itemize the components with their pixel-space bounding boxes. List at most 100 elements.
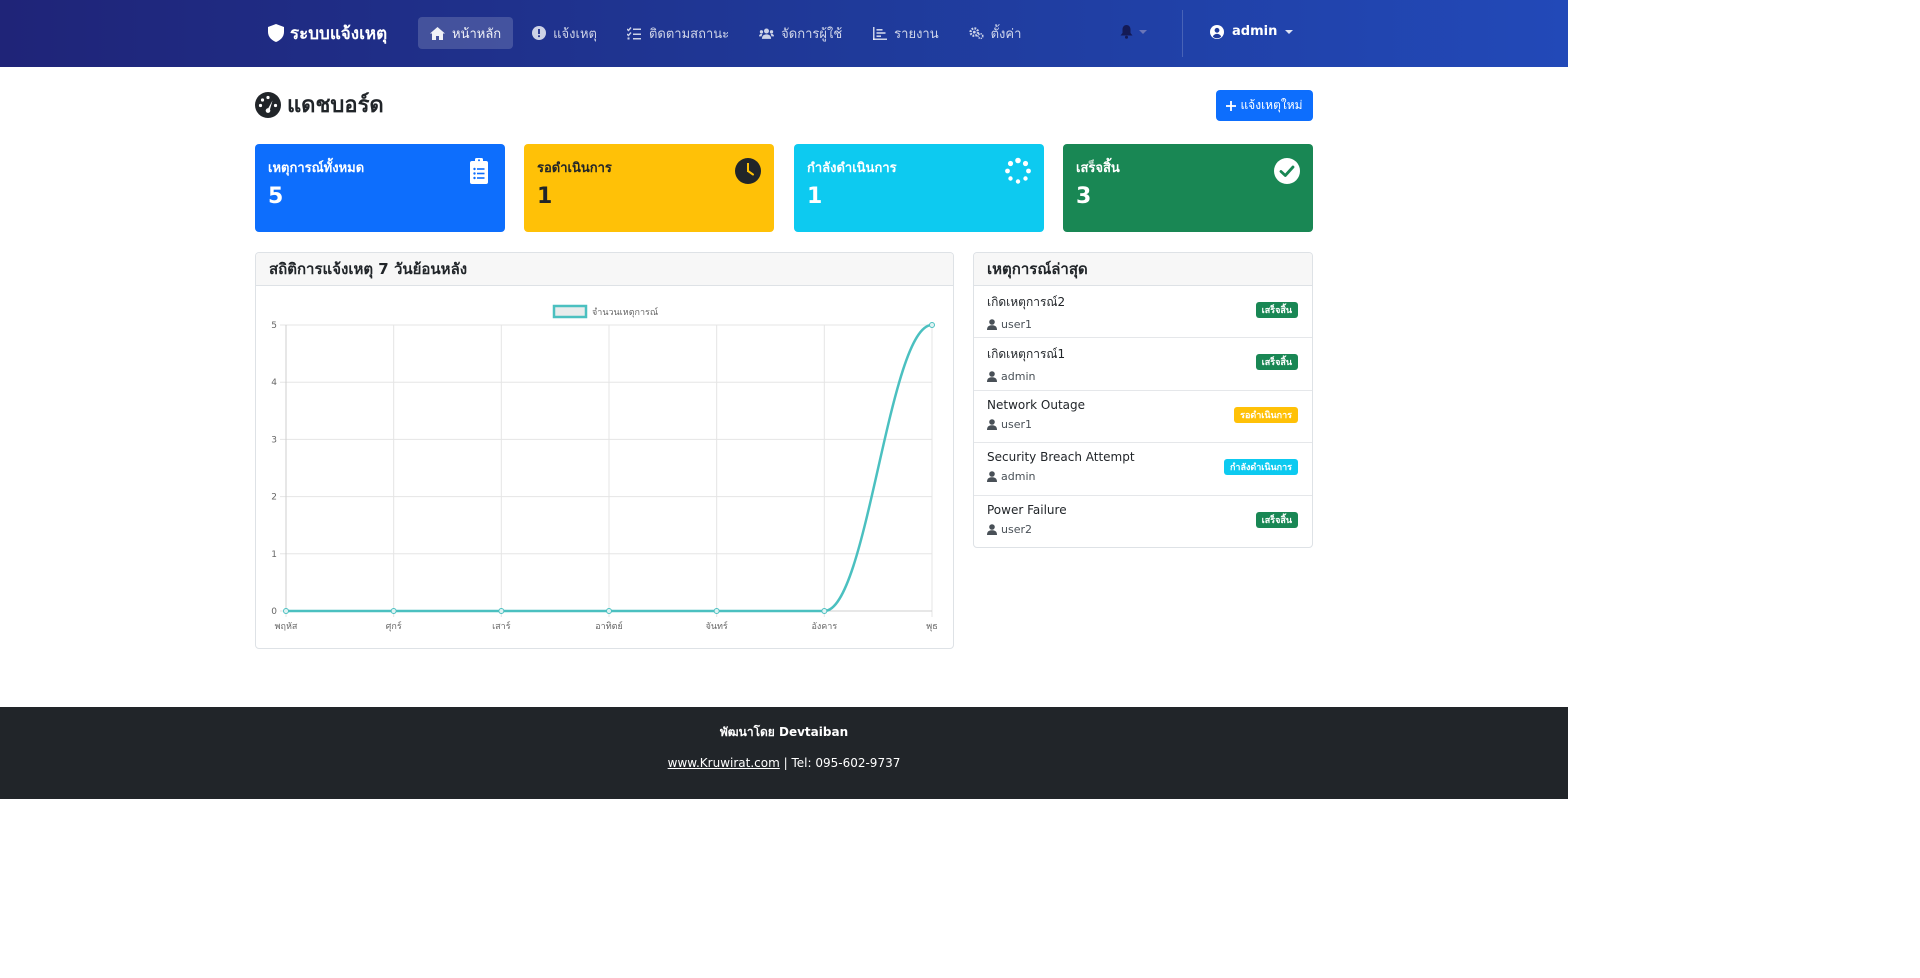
incident-title: Security Breach Attempt xyxy=(987,450,1135,465)
chart-panel-title: สถิติการแจ้งเหตุ 7 วันย้อนหลัง xyxy=(256,253,953,286)
legend-swatch xyxy=(552,304,588,319)
x-tick-label: ศุกร์ xyxy=(386,620,402,632)
x-tick-label: พฤหัส xyxy=(275,622,298,632)
incident-title: เกิดเหตุการณ์2 xyxy=(987,295,1066,309)
user-menu-dropdown[interactable]: admin xyxy=(1210,24,1294,39)
y-tick-label: 0 xyxy=(271,607,277,617)
series-line xyxy=(285,323,933,613)
y-tick-label: 3 xyxy=(271,435,277,445)
list-item[interactable]: Power Failure user2 เสร็จสิ้น xyxy=(974,496,1312,547)
user-circle-icon xyxy=(1210,24,1224,39)
incident-user: user1 xyxy=(987,418,1299,431)
nav-item-reports[interactable]: รายงาน xyxy=(860,17,950,49)
incident-user-name: user1 xyxy=(1001,417,1032,431)
list-item[interactable]: เกิดเหตุการณ์2 user1 เสร็จสิ้น xyxy=(974,286,1312,339)
incident-user: admin xyxy=(987,370,1299,383)
nav-item-label: จัดการผู้ใช้ xyxy=(781,26,843,42)
y-tick-label: 5 xyxy=(271,321,277,331)
stat-value: 5 xyxy=(268,184,284,209)
footer-tel: Tel: 095-602-9737 xyxy=(791,756,901,770)
nav-item-label: ตั้งค่า xyxy=(990,26,1022,42)
nav-item-label: แจ้งเหตุ xyxy=(553,26,597,42)
stat-label: กำลังดำเนินการ xyxy=(807,161,897,176)
status-badge: เสร็จสิ้น xyxy=(1255,354,1298,371)
y-tick-label: 2 xyxy=(271,493,277,503)
data-point xyxy=(390,608,397,614)
notifications-dropdown[interactable] xyxy=(1120,25,1147,39)
status-badge: กำลังดำเนินการ xyxy=(1223,459,1298,476)
footer-credit: พัฒนาโดย Devtaiban xyxy=(719,725,849,739)
exclamation-circle-icon xyxy=(531,26,546,41)
user-name: admin xyxy=(1232,24,1278,39)
user-icon xyxy=(987,371,997,383)
list-item[interactable]: Network Outage user1 รอดำเนินการ xyxy=(974,391,1312,444)
users-icon xyxy=(759,26,775,41)
data-point xyxy=(821,608,828,614)
x-tick-label: อังคาร xyxy=(811,622,837,632)
stat-card-pending: รอดำเนินการ 1 xyxy=(524,144,774,232)
status-badge: เสร็จสิ้น xyxy=(1255,302,1298,318)
chevron-down-icon xyxy=(1139,30,1147,34)
navbar-divider xyxy=(1182,10,1183,57)
y-tick-label: 1 xyxy=(271,550,277,560)
list-item[interactable]: เกิดเหตุการณ์1 admin เสร็จสิ้น xyxy=(974,338,1312,391)
stat-label: เสร็จสิ้น xyxy=(1076,161,1120,176)
data-point xyxy=(606,608,612,614)
nav-item-settings[interactable]: ตั้งค่า xyxy=(957,17,1034,49)
page-title: แดชบอร์ด xyxy=(255,87,384,122)
x-tick-label: จันทร์ xyxy=(706,620,728,632)
incident-user: user1 xyxy=(987,318,1299,331)
x-tick-label: เสาร์ xyxy=(492,620,511,632)
legend-label: จำนวนเหตุการณ์ xyxy=(592,306,658,318)
recent-panel-title: เหตุการณ์ล่าสุด xyxy=(974,253,1312,286)
nav-item-label: ติดตามสถานะ xyxy=(648,26,730,42)
nav-item-report[interactable]: แจ้งเหตุ xyxy=(519,17,609,49)
stat-value: 1 xyxy=(807,184,823,209)
stat-label: รอดำเนินการ xyxy=(537,161,612,176)
incident-user-name: user2 xyxy=(1001,522,1032,536)
data-point xyxy=(498,608,505,614)
page-title-text: แดชบอร์ด xyxy=(287,93,384,118)
spinner-icon xyxy=(1005,157,1031,184)
bell-icon xyxy=(1120,25,1133,39)
nav-item-label: หน้าหลัก xyxy=(452,26,502,42)
footer-website-link[interactable]: www.Kruwirat.com xyxy=(667,756,780,770)
incident-title: Network Outage xyxy=(987,397,1086,412)
top-navbar: ระบบแจ้งเหตุ หน้าหลัก แจ้งเหตุ ติดตามสถา… xyxy=(0,0,1568,67)
nav-item-track-status[interactable]: ติดตามสถานะ xyxy=(615,17,741,49)
stat-card-in-progress: กำลังดำเนินการ 1 xyxy=(794,144,1044,232)
data-point xyxy=(713,608,720,614)
brand-label: ระบบแจ้งเหตุ xyxy=(290,23,388,44)
x-tick-label: พุธ xyxy=(926,622,937,632)
incident-user-name: admin xyxy=(1001,470,1036,484)
user-icon xyxy=(987,319,997,330)
stat-value: 3 xyxy=(1076,184,1092,209)
footer-separator: | xyxy=(779,756,792,770)
status-badge: รอดำเนินการ xyxy=(1234,406,1298,423)
clipboard-list-icon xyxy=(470,158,488,184)
tasks-icon xyxy=(627,26,642,41)
data-point xyxy=(929,322,935,328)
chart-icon xyxy=(872,26,887,41)
brand[interactable]: ระบบแจ้งเหตุ xyxy=(268,20,387,46)
shield-icon xyxy=(268,24,284,42)
nav-menu: หน้าหลัก แจ้งเหตุ ติดตามสถานะ จัดการผู้ใ… xyxy=(418,17,1039,49)
new-report-button[interactable]: แจ้งเหตุใหม่ xyxy=(1216,90,1313,121)
footer-contact: www.Kruwirat.com | Tel: 095-602-9737 xyxy=(0,756,1568,770)
stat-value: 1 xyxy=(537,184,553,209)
incident-title: เกิดเหตุการณ์1 xyxy=(987,347,1066,362)
nav-item-home[interactable]: หน้าหลัก xyxy=(418,17,514,49)
line-chart: 0 1 2 3 4 5 พฤหัส ศุกร์ เสาร์ อาทิตย์ จันทร์ อังคาร… xyxy=(271,304,938,632)
recent-list: เกิดเหตุการณ์2 user1 เสร็จสิ้น เกิดเหตุก… xyxy=(974,286,1312,547)
user-icon xyxy=(987,418,997,430)
stat-label: เหตุการณ์ทั้งหมด xyxy=(268,161,365,176)
user-icon xyxy=(987,471,997,483)
incident-user: admin xyxy=(987,470,1299,483)
nav-item-manage-users[interactable]: จัดการผู้ใช้ xyxy=(747,17,854,49)
incident-user-name: admin xyxy=(1001,370,1036,384)
clock-icon xyxy=(735,158,761,184)
stat-card-completed: เสร็จสิ้น 3 xyxy=(1063,144,1313,232)
user-icon xyxy=(987,523,997,535)
list-item[interactable]: Security Breach Attempt admin กำลังดำเนิ… xyxy=(974,443,1312,496)
chart-panel: สถิติการแจ้งเหตุ 7 วันย้อนหลัง 0 1 2 3 4 5 พฤห… xyxy=(255,252,954,649)
